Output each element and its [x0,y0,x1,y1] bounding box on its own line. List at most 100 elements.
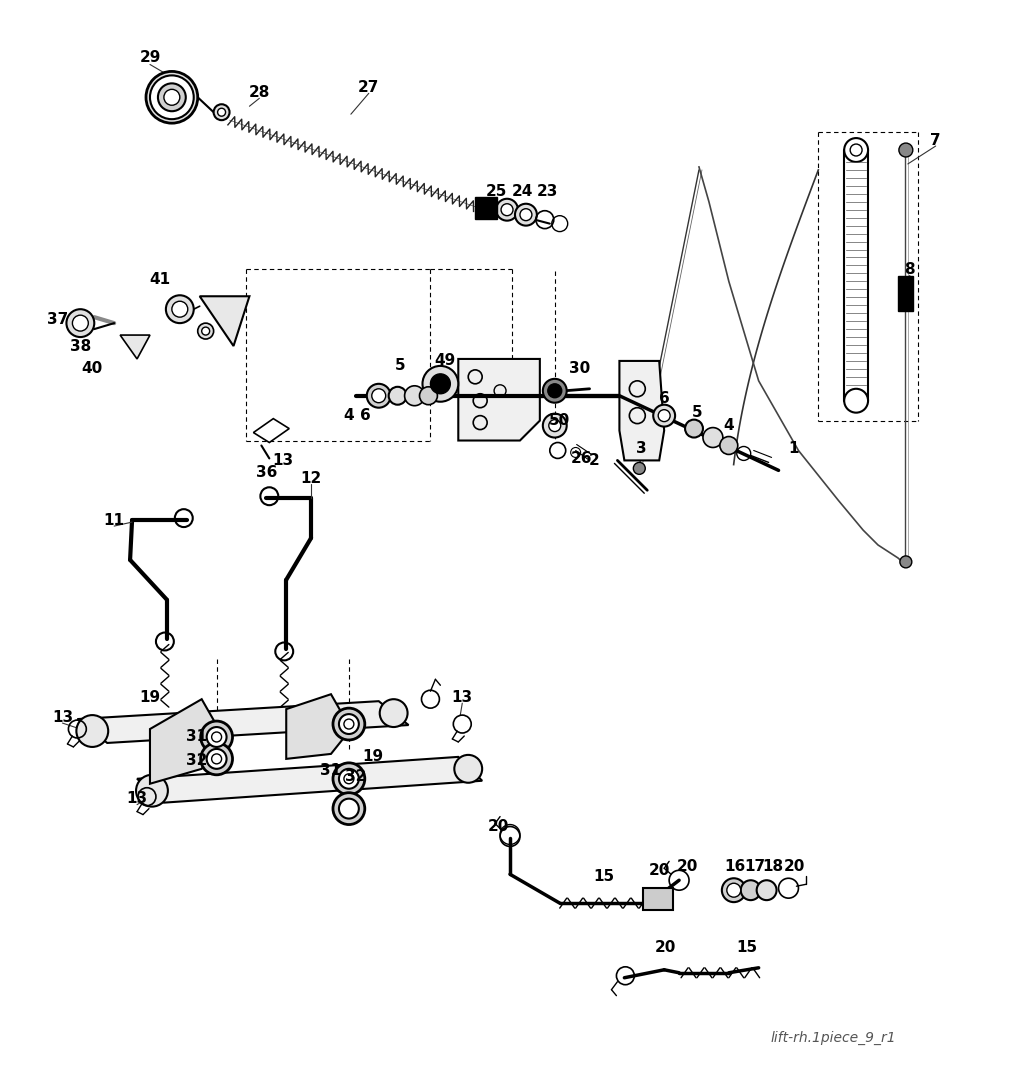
Text: 3: 3 [636,441,646,456]
Circle shape [900,556,911,568]
Text: 20: 20 [487,819,509,834]
Bar [475,197,497,219]
Text: 41: 41 [150,272,170,287]
Polygon shape [620,361,665,461]
Circle shape [720,436,737,454]
Text: 25: 25 [485,184,507,199]
Circle shape [899,143,912,157]
Text: 11: 11 [103,513,125,528]
Text: 1: 1 [788,441,799,456]
Polygon shape [253,419,289,443]
Circle shape [77,715,109,747]
Polygon shape [120,335,150,359]
Circle shape [333,763,365,794]
Text: 17: 17 [744,859,765,874]
Circle shape [339,769,358,789]
Circle shape [653,405,675,426]
Circle shape [214,104,229,120]
Circle shape [515,203,537,226]
Text: 30: 30 [569,361,590,377]
Text: 13: 13 [452,689,473,704]
Text: 20: 20 [677,859,697,874]
Text: 36: 36 [256,465,278,479]
Text: 6: 6 [658,392,670,406]
Text: 40: 40 [82,361,103,377]
Circle shape [136,775,168,806]
Text: 5: 5 [395,358,406,373]
Circle shape [404,386,425,406]
Text: 12: 12 [300,471,322,486]
Circle shape [166,295,194,324]
Circle shape [685,420,702,437]
Text: 13: 13 [272,453,294,467]
Text: 4: 4 [344,408,354,423]
Text: 5: 5 [691,405,702,420]
Text: 20: 20 [783,859,805,874]
Circle shape [172,301,187,317]
Polygon shape [150,699,221,783]
Text: 32: 32 [186,753,208,768]
Circle shape [372,388,386,403]
Circle shape [549,420,561,432]
Text: 28: 28 [249,84,270,100]
Circle shape [150,76,194,119]
Text: 24: 24 [511,184,532,199]
Circle shape [146,71,198,123]
Text: 16: 16 [724,859,745,874]
Text: 37: 37 [47,312,69,327]
Circle shape [844,138,868,162]
Circle shape [430,374,451,394]
Circle shape [633,462,645,474]
Text: 50: 50 [549,413,570,428]
Circle shape [339,714,358,734]
Circle shape [158,83,185,111]
Text: 2: 2 [589,453,600,467]
Circle shape [333,708,365,740]
Polygon shape [200,296,250,346]
Circle shape [501,203,513,215]
Text: 31: 31 [321,763,342,778]
Circle shape [757,881,776,900]
Circle shape [380,699,408,727]
Text: 6: 6 [360,408,371,423]
Circle shape [496,199,518,221]
Circle shape [73,315,88,331]
Text: 4: 4 [724,418,734,433]
Circle shape [658,410,670,422]
Circle shape [844,388,868,412]
Polygon shape [459,359,540,440]
Text: 19: 19 [362,750,383,764]
Circle shape [207,727,226,747]
Circle shape [702,427,723,448]
Polygon shape [137,757,482,803]
Circle shape [218,108,225,116]
Text: 15: 15 [593,869,614,884]
Text: 13: 13 [127,791,147,806]
Circle shape [520,209,531,221]
Circle shape [202,327,210,335]
Text: 8: 8 [904,262,915,277]
Circle shape [727,883,740,897]
Bar [898,276,912,312]
Circle shape [67,309,94,338]
Circle shape [420,386,437,405]
Circle shape [722,879,745,902]
Text: 23: 23 [538,184,558,199]
Text: lift-rh.1piece_9_r1: lift-rh.1piece_9_r1 [770,1030,896,1044]
Polygon shape [287,695,351,758]
Text: 38: 38 [70,339,91,354]
Text: 29: 29 [139,50,161,65]
Text: 20: 20 [648,862,670,878]
Circle shape [367,384,391,408]
Polygon shape [78,701,409,743]
Circle shape [548,384,562,398]
Circle shape [423,366,459,401]
Text: 19: 19 [139,689,161,704]
Text: 49: 49 [435,354,456,369]
Circle shape [201,743,232,775]
Circle shape [389,386,407,405]
Circle shape [207,749,226,769]
Text: 32: 32 [345,769,367,784]
Circle shape [543,379,566,403]
Text: 27: 27 [358,80,380,95]
